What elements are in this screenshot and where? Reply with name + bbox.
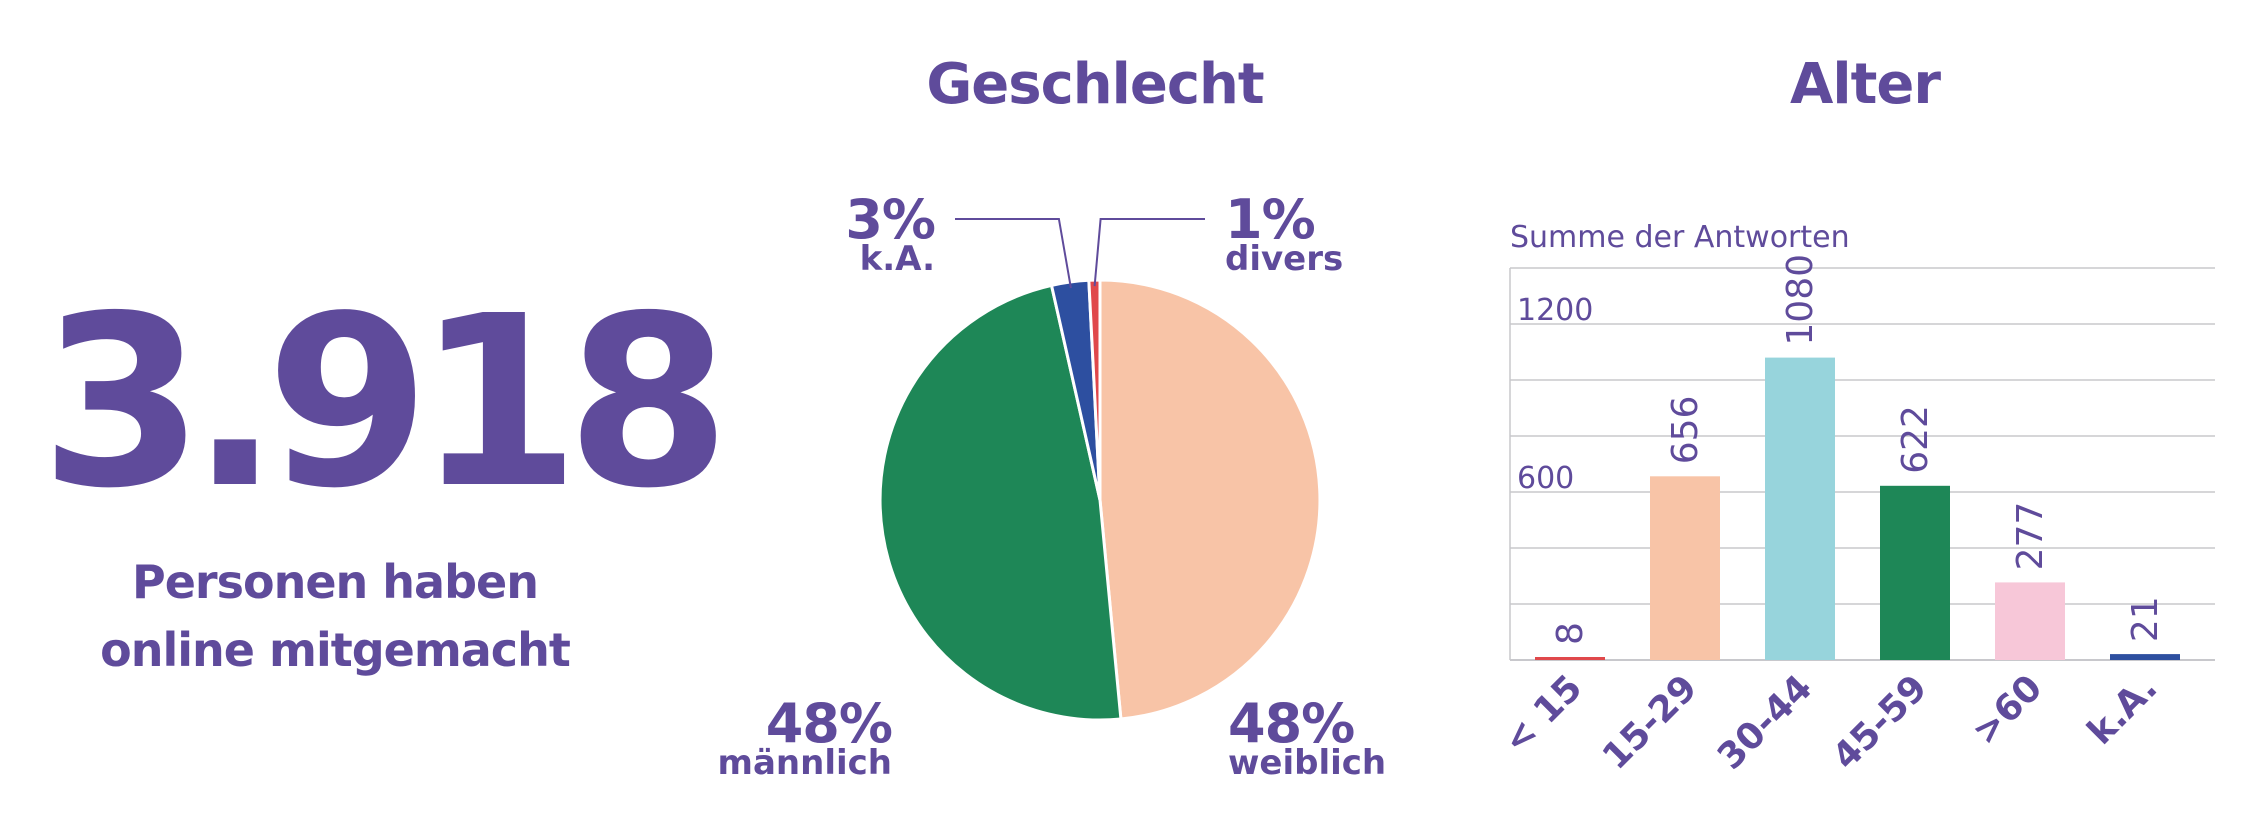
pie-pct-label-ka: 3% (845, 188, 935, 251)
pie-pct-label-weiblich: 48% (1228, 692, 1354, 755)
caption-line-1: Personen haben (132, 555, 539, 609)
x-tick-label-3: 45-59 (1825, 667, 1935, 777)
bar-value-label-4: 277 (2010, 502, 2051, 571)
y-axis-title: Summe der Antworten (1510, 220, 1850, 255)
x-tick-label-4: >60 (1965, 667, 2051, 753)
caption-line-2: online mitgemacht (100, 623, 571, 677)
x-tick-label-1: 15-29 (1595, 667, 1705, 777)
pie-slice-weiblich (1098, 278, 1322, 721)
pie-leader-line-divers (1093, 218, 1205, 287)
bar-5 (2110, 654, 2180, 660)
y-tick-label-1200: 1200 (1517, 293, 1593, 328)
pie-pct-label-männlich: 48% (766, 692, 892, 755)
pie-chart-title: Geschlecht (926, 52, 1264, 117)
bar-4 (1995, 582, 2065, 660)
bar-value-label-2: 1080 (1780, 254, 1821, 346)
x-tick-label-5: k.A. (2080, 667, 2165, 752)
participant-count: 3.918 (40, 265, 731, 540)
bar-3 (1880, 485, 1950, 660)
bar-2 (1765, 357, 1835, 660)
bar-value-label-0: 8 (1550, 622, 1591, 645)
bar-value-label-5: 21 (2125, 596, 2166, 642)
x-tick-label-0: < 15 (1496, 667, 1591, 762)
x-tick-label-2: 30-44 (1710, 667, 1820, 777)
bar-value-label-1: 656 (1665, 396, 1706, 465)
pie-name-label-männlich: männlich (718, 743, 892, 783)
bar-0 (1535, 657, 1605, 660)
y-tick-label-600: 600 (1517, 461, 1574, 496)
bar-chart-title: Alter (1790, 52, 1941, 117)
pie-name-label-divers: divers (1225, 239, 1343, 279)
pie-name-label-ka: k.A. (860, 239, 935, 279)
bar-1 (1650, 476, 1720, 660)
participant-caption: Personen haben online mitgemacht (40, 548, 630, 684)
pie-name-label-weiblich: weiblich (1228, 743, 1386, 783)
bar-value-label-3: 622 (1895, 405, 1936, 474)
pie-leader-line-ka (955, 218, 1072, 289)
pie-slice-männlich (878, 283, 1123, 722)
pie-pct-label-divers: 1% (1225, 188, 1315, 251)
